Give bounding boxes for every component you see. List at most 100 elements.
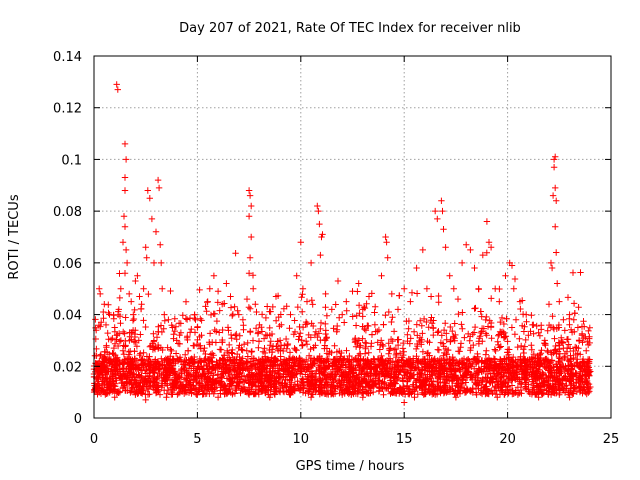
- data-point: [458, 356, 466, 364]
- data-point: [263, 386, 270, 393]
- y-tick-label: 0.08: [53, 205, 82, 220]
- data-point: [329, 362, 337, 369]
- data-point: [407, 298, 414, 305]
- data-point: [317, 251, 324, 259]
- data-point: [401, 399, 408, 406]
- data-point: [430, 367, 437, 375]
- data-point: [379, 385, 386, 392]
- data-point: [121, 270, 129, 277]
- data-point: [483, 332, 490, 339]
- data-point: [481, 360, 488, 367]
- data-point: [336, 357, 343, 364]
- data-point: [138, 372, 145, 380]
- data-point: [440, 357, 447, 364]
- data-point: [271, 375, 278, 382]
- data-point: [275, 367, 283, 374]
- data-point: [116, 338, 123, 345]
- data-point: [104, 329, 111, 337]
- data-point: [474, 368, 481, 375]
- data-point: [517, 386, 525, 394]
- data-point: [343, 298, 350, 305]
- data-point: [318, 358, 325, 365]
- data-point: [130, 311, 137, 318]
- data-point: [116, 270, 123, 277]
- data-point: [207, 311, 215, 319]
- data-point: [566, 315, 573, 322]
- data-point: [331, 390, 339, 397]
- data-point: [578, 330, 586, 338]
- data-point: [526, 371, 533, 378]
- data-point: [119, 358, 126, 366]
- data-point: [438, 332, 445, 339]
- data-point: [486, 317, 493, 324]
- data-point: [547, 359, 554, 366]
- data-point: [392, 345, 400, 353]
- data-point: [582, 333, 589, 341]
- data-point: [514, 343, 521, 351]
- data-point: [155, 328, 162, 335]
- data-point: [373, 381, 380, 388]
- data-point: [238, 346, 245, 353]
- data-point: [470, 341, 477, 349]
- data-point: [483, 249, 490, 256]
- data-point: [317, 376, 324, 384]
- data-point: [168, 322, 175, 329]
- data-point: [147, 358, 154, 365]
- data-point: [262, 314, 270, 322]
- data-point: [565, 341, 572, 348]
- data-point: [504, 346, 512, 353]
- data-point: [338, 389, 346, 396]
- data-point: [343, 386, 350, 393]
- data-point: [518, 342, 525, 350]
- data-point: [581, 323, 588, 330]
- data-point: [484, 390, 492, 397]
- data-point: [389, 314, 396, 321]
- data-point: [452, 394, 460, 401]
- data-point: [171, 327, 178, 335]
- data-point: [545, 385, 552, 392]
- data-point: [540, 389, 547, 397]
- data-point: [469, 360, 476, 368]
- data-point: [137, 331, 144, 338]
- data-point: [110, 378, 117, 385]
- data-point: [385, 345, 393, 352]
- data-point: [566, 321, 573, 328]
- data-point: [424, 371, 431, 378]
- data-point: [227, 304, 235, 311]
- data-point: [404, 331, 411, 338]
- data-point: [119, 364, 126, 372]
- data-point: [385, 385, 392, 392]
- data-point: [297, 239, 304, 246]
- data-point: [440, 326, 448, 334]
- data-point: [503, 315, 510, 322]
- data-point: [223, 280, 230, 287]
- data-point: [130, 315, 138, 323]
- data-point: [365, 378, 372, 385]
- data-point: [298, 294, 305, 301]
- data-point: [162, 375, 170, 382]
- data-point: [354, 288, 361, 295]
- data-point: [500, 373, 507, 380]
- data-point: [112, 372, 120, 379]
- data-point: [534, 368, 541, 375]
- data-point: [342, 369, 349, 377]
- data-point: [375, 373, 383, 381]
- data-point: [528, 312, 535, 319]
- data-point: [156, 391, 164, 398]
- data-point: [204, 374, 211, 381]
- data-point: [325, 363, 332, 371]
- data-point: [418, 322, 425, 329]
- data-point: [434, 329, 441, 336]
- data-point: [405, 385, 412, 392]
- data-point: [296, 333, 303, 340]
- data-point: [161, 317, 168, 324]
- data-point: [241, 385, 249, 393]
- data-point: [549, 192, 557, 199]
- data-point: [475, 358, 482, 365]
- data-point: [579, 372, 586, 379]
- data-point: [245, 390, 252, 397]
- data-point: [208, 387, 216, 395]
- data-point: [165, 316, 172, 323]
- data-point: [311, 370, 319, 377]
